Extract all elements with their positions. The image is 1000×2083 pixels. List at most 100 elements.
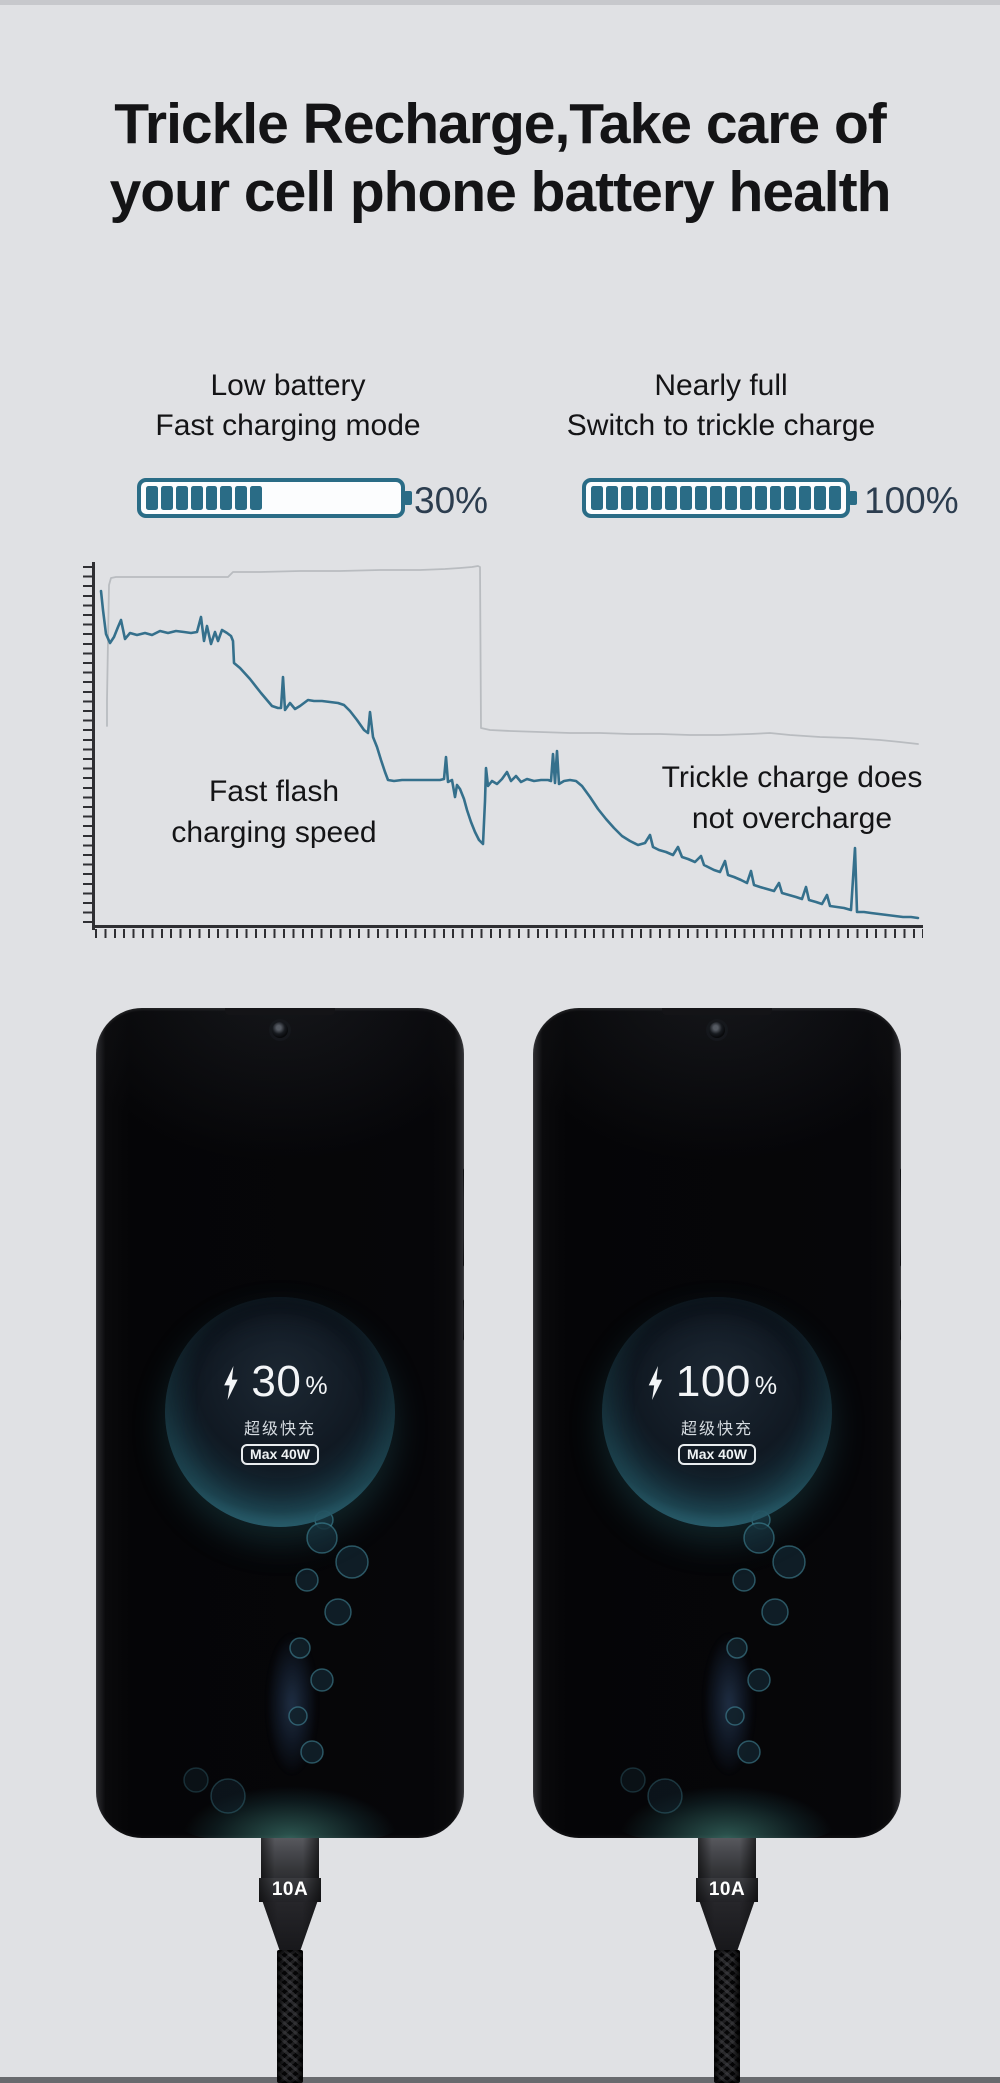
- annotation-line: Trickle charge does: [661, 761, 923, 794]
- charge-bubble: 100 % 超级快充 Max 40W: [602, 1297, 832, 1527]
- x-axis-ticks: [95, 929, 923, 938]
- charge-port-glow: [165, 1768, 415, 1838]
- power-button: [463, 1299, 464, 1341]
- usb-c-connector: 10A: [695, 1836, 759, 2083]
- bubble-trail: [620, 1510, 806, 1814]
- charge-percent-row: 100 %: [596, 1359, 826, 1405]
- battery-segment: [784, 486, 797, 510]
- screen-percent-sign: %: [305, 1372, 328, 1400]
- battery-segment: [384, 486, 396, 510]
- battery-segment: [235, 486, 248, 510]
- charging-speed-curve: [99, 589, 920, 920]
- charge-mode-step-line: [106, 565, 919, 745]
- battery-segment: [295, 486, 307, 510]
- battery-segment: [635, 486, 648, 510]
- max-power-badge: Max 40W: [241, 1444, 319, 1465]
- volume-button: [900, 1168, 901, 1267]
- max-power-wrap: Max 40W: [602, 1444, 832, 1465]
- caption-line: Nearly full: [654, 369, 788, 402]
- battery-segments: [146, 486, 396, 510]
- battery-indicator-30: [137, 478, 412, 518]
- top-bezel: [662, 1008, 772, 1015]
- low-battery-caption: Low battery Fast charging mode: [78, 366, 498, 446]
- caption-line: Switch to trickle charge: [566, 409, 876, 442]
- battery-segment: [175, 486, 188, 510]
- page-top-edge: [0, 0, 1000, 5]
- battery-percent-label: 30%: [414, 480, 489, 521]
- battery-segment: [605, 486, 618, 510]
- battery-segment: [205, 486, 218, 510]
- top-bezel: [225, 1008, 335, 1015]
- battery-segment: [369, 486, 381, 510]
- battery-terminal: [404, 491, 412, 505]
- plug-neck: [698, 1836, 756, 1878]
- max-power-wrap: Max 40W: [165, 1444, 395, 1465]
- battery-segment: [829, 486, 841, 510]
- braided-cable: [714, 1950, 740, 2083]
- braided-cable: [277, 1950, 303, 2083]
- battery-segment: [710, 486, 722, 510]
- lightning-bolt-icon: [224, 1366, 238, 1400]
- phone-body: 100 % 超级快充 Max 40W: [533, 1008, 901, 1838]
- max-power-badge: Max 40W: [678, 1444, 756, 1465]
- power-button: [900, 1299, 901, 1341]
- battery-segment: [650, 486, 663, 510]
- battery-percent-label: 100%: [864, 480, 959, 521]
- battery-segment: [339, 486, 351, 510]
- cable-amp-label: 10A: [259, 1878, 321, 1902]
- battery-segment: [739, 486, 752, 510]
- annotation-line: charging speed: [171, 816, 377, 849]
- volume-button: [463, 1168, 464, 1267]
- battery-segment: [724, 486, 737, 510]
- page-title: Trickle Recharge,Take care of your cell …: [0, 90, 1000, 226]
- battery-segment: [354, 486, 366, 510]
- battery-segment: [814, 486, 826, 510]
- cable-amp-label: 10A: [696, 1878, 758, 1902]
- title-line-2: your cell phone battery health: [109, 160, 892, 224]
- battery-segment: [325, 486, 337, 510]
- phone-body: 30 % 超级快充 Max 40W: [96, 1008, 464, 1838]
- charging-curve-plot: [99, 565, 920, 920]
- super-fast-charge-label: 超级快充: [680, 1421, 753, 1438]
- battery-segments: [591, 486, 841, 510]
- battery-segment: [146, 486, 158, 510]
- screen-percent-sign: %: [754, 1372, 778, 1400]
- battery-segment: [620, 486, 633, 510]
- bubble-trail: [183, 1510, 369, 1814]
- annotation-trickle-charge: Trickle charge does not overcharge: [642, 757, 942, 839]
- annotation-line: Fast flash: [208, 775, 340, 808]
- battery-segment: [265, 486, 277, 510]
- super-fast-charge-label: 超级快充: [243, 1421, 316, 1438]
- annotation-line: not overcharge: [691, 802, 893, 835]
- battery-segment: [190, 486, 203, 510]
- phone-30-percent: 10A: [96, 1008, 464, 2083]
- caption-line: Fast charging mode: [155, 409, 421, 442]
- y-axis-ticks: [83, 566, 92, 928]
- battery-segment: [769, 486, 782, 510]
- page-bottom-edge: [0, 2077, 1000, 2083]
- battery-segment: [754, 486, 767, 510]
- battery-segment: [250, 486, 262, 510]
- caption-line: Low battery: [210, 369, 366, 402]
- screen-percent-value: 100: [675, 1357, 751, 1406]
- charge-bubble: 30 % 超级快充 Max 40W: [165, 1297, 395, 1527]
- battery-segment: [310, 486, 322, 510]
- battery-segment: [680, 486, 693, 510]
- front-camera: [272, 1022, 288, 1038]
- plug-neck: [261, 1836, 319, 1878]
- x-axis: [92, 925, 923, 928]
- nearly-full-caption: Nearly full Switch to trickle charge: [511, 366, 931, 446]
- plug-taper: [699, 1902, 755, 1950]
- usb-c-connector: 10A: [258, 1836, 322, 2083]
- lightning-bolt-icon: [648, 1366, 663, 1400]
- battery-terminal: [849, 491, 857, 505]
- charge-percent-row: 30 %: [159, 1359, 389, 1405]
- battery-segment: [799, 486, 812, 510]
- charge-port-glow: [602, 1768, 852, 1838]
- battery-indicator-100: [582, 478, 857, 518]
- battery-segment: [160, 486, 173, 510]
- front-camera: [709, 1022, 725, 1038]
- battery-segment: [665, 486, 678, 510]
- battery-segment: [695, 486, 707, 510]
